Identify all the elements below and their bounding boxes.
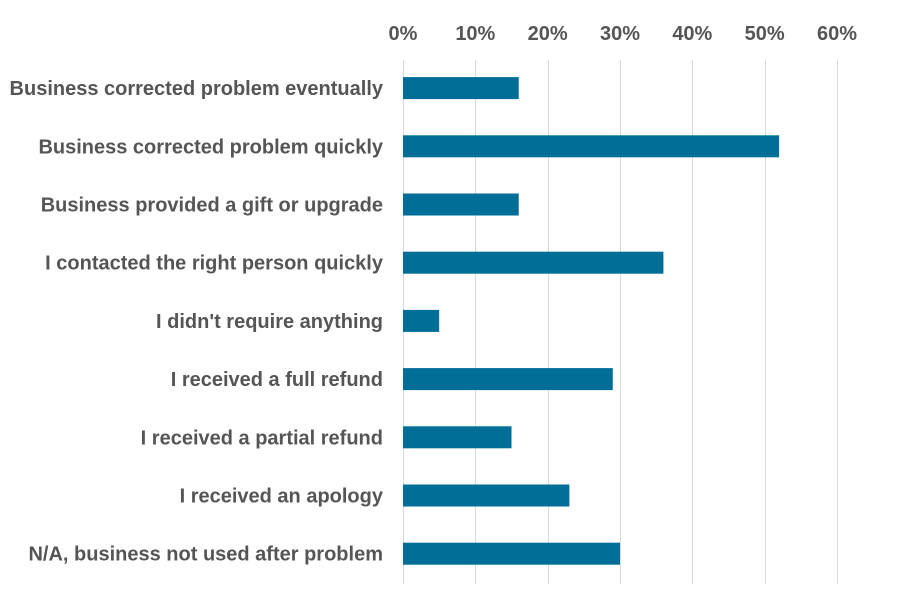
bars xyxy=(403,77,780,565)
x-axis-tick-labels: 0% 10% 20% 30% 40% 50% 60% xyxy=(389,23,858,45)
category-label: Business corrected problem eventually xyxy=(10,78,384,100)
bar xyxy=(403,542,620,565)
x-tick-label: 40% xyxy=(672,23,712,45)
x-tick-label: 0% xyxy=(389,23,418,45)
bar xyxy=(403,135,780,158)
x-tick-label: 60% xyxy=(817,23,857,45)
x-tick-label: 10% xyxy=(455,23,495,45)
bar xyxy=(403,484,570,507)
category-label: I received a partial refund xyxy=(141,427,383,449)
category-label: I didn't require anything xyxy=(156,311,383,333)
x-tick-label: 50% xyxy=(745,23,785,45)
bar xyxy=(403,368,613,391)
bar xyxy=(403,193,519,216)
category-label: Business corrected problem quickly xyxy=(38,136,383,158)
category-label: I received a full refund xyxy=(171,369,383,391)
category-label: I contacted the right person quickly xyxy=(45,253,384,275)
bar xyxy=(403,77,519,100)
category-label: Business provided a gift or upgrade xyxy=(41,195,383,217)
bar xyxy=(403,251,664,274)
x-tick-label: 20% xyxy=(528,23,568,45)
category-label: I received an apology xyxy=(180,486,384,508)
category-labels: Business corrected problem eventually Bus… xyxy=(10,78,384,566)
x-tick-label: 30% xyxy=(600,23,640,45)
bar xyxy=(403,309,440,332)
category-label: N/A, business not used after problem xyxy=(28,544,383,566)
bar xyxy=(403,426,512,449)
